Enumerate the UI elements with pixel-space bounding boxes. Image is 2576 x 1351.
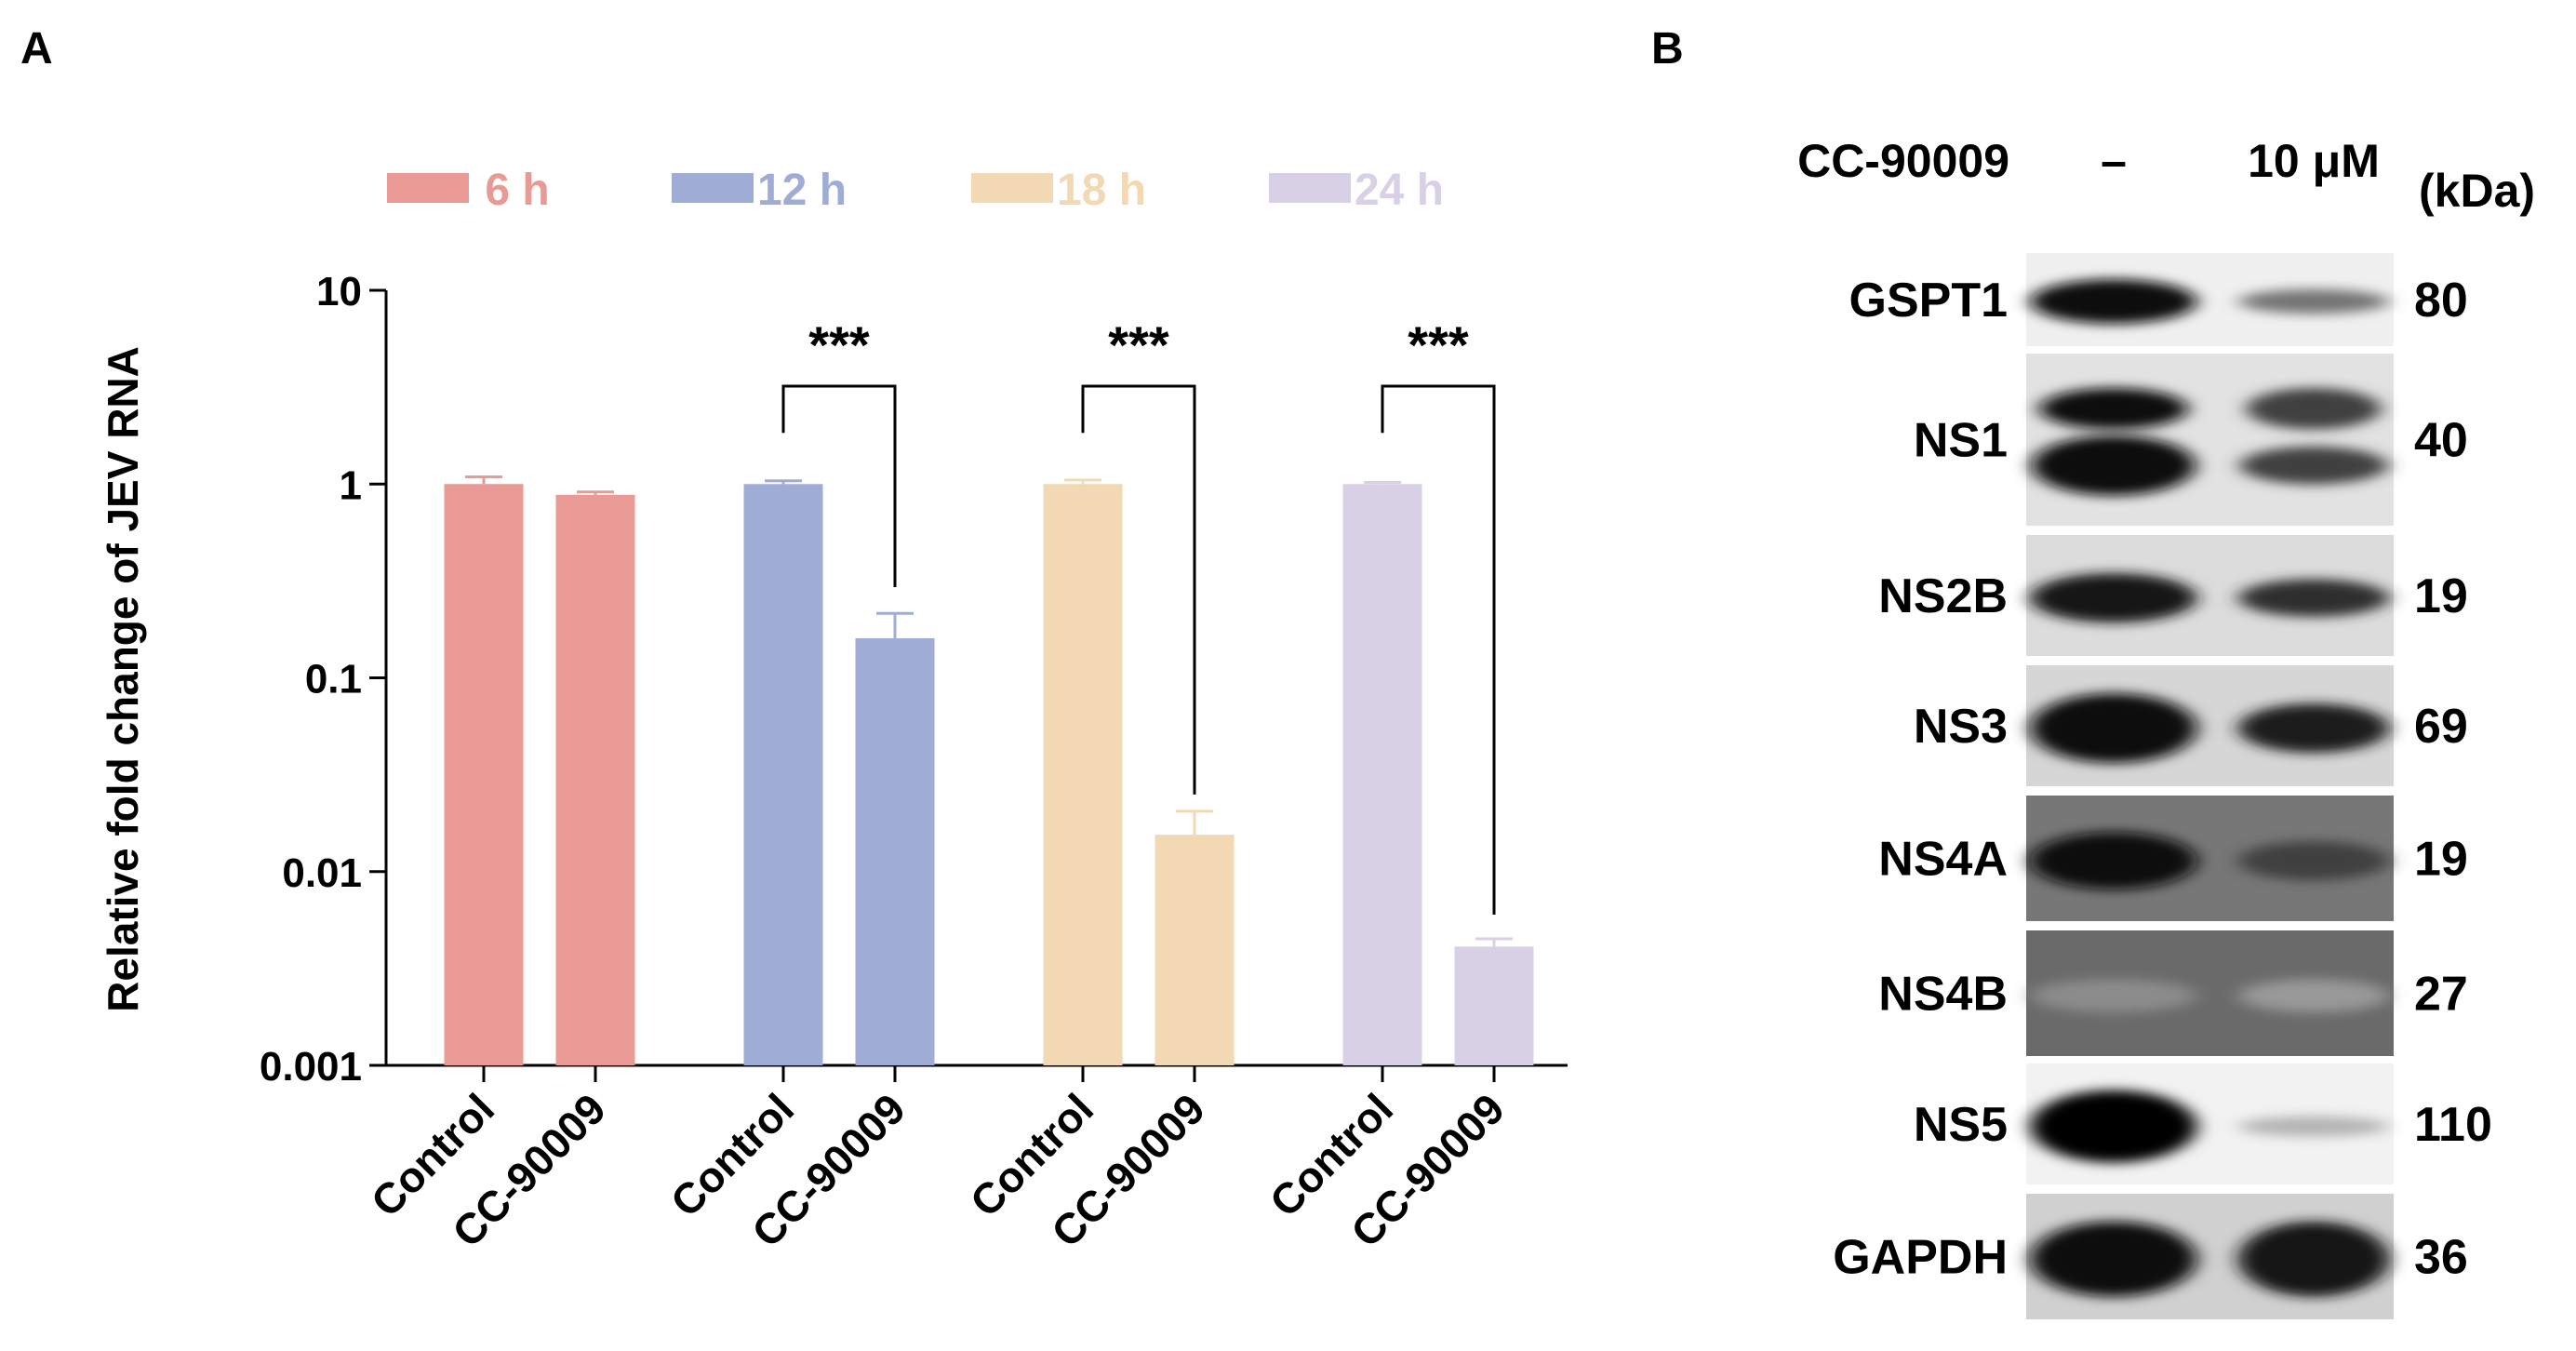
legend-swatch-4 — [1269, 173, 1351, 203]
legend-label-2: 12 h — [757, 166, 847, 215]
blot-protein-label: NS4A — [1878, 833, 2008, 887]
kda-header: (kDa) — [2419, 165, 2535, 217]
y-tick-label: 10 — [316, 269, 362, 314]
bar-12h-cc90009 — [855, 637, 935, 1065]
blot-protein-label: GAPDH — [1833, 1231, 2008, 1285]
blot-band — [2237, 703, 2390, 754]
blot-band — [2030, 979, 2197, 1013]
y-tick-label: 0.01 — [282, 850, 362, 896]
blot-band — [2237, 1116, 2390, 1137]
blot-band — [2237, 579, 2390, 617]
legend-swatch-1 — [387, 173, 469, 203]
error-bars — [465, 475, 1513, 947]
blot-kda-label: 19 — [2414, 833, 2468, 887]
blot-band — [2030, 693, 2197, 764]
blot-band — [2030, 832, 2197, 890]
blot-protein-label: NS1 — [1914, 414, 2008, 468]
blot-row-ns3: NS3 69 — [1914, 665, 2468, 786]
bar-12h-control — [743, 484, 823, 1065]
blot-protein-label: GSPT1 — [1849, 274, 2009, 328]
blot-band — [2030, 573, 2197, 623]
lane-label-control: – — [2101, 135, 2127, 187]
blot-kda-label: 40 — [2414, 414, 2468, 468]
blot-band — [2237, 1221, 2390, 1297]
blot-band — [2030, 1221, 2197, 1297]
bar-6h-control — [444, 484, 524, 1065]
bar-24h-cc90009 — [1454, 946, 1534, 1065]
western-blot: CC-90009 – 10 μM (kDa) GSPT1 80 NS1 40 NS2B 1… — [1797, 135, 2535, 1319]
y-axis: 0.001 0.01 0.1 1 10 — [260, 269, 388, 1090]
blot-band — [2032, 435, 2196, 496]
legend-swatch-2 — [672, 173, 754, 203]
blot-row-ns4a: NS4A 19 — [1878, 796, 2468, 921]
blot-row-gapdh: GAPDH 36 — [1833, 1194, 2468, 1319]
blot-row-ns2b: NS2B 19 — [1878, 535, 2468, 656]
blot-protein-label: NS5 — [1914, 1098, 2008, 1152]
lane-label-treated: 10 μM — [2248, 135, 2380, 187]
blot-band — [2030, 279, 2197, 324]
bars — [444, 484, 1534, 1065]
significance-stars: *** — [808, 315, 870, 374]
significance-stars: *** — [1408, 315, 1469, 374]
chart-legend: 6 h 12 h 18 h 24 h — [387, 166, 1444, 215]
significance-bracket — [1081, 384, 1196, 795]
x-axis — [386, 1063, 1568, 1082]
blot-row-ns1: NS1 40 — [1914, 354, 2468, 526]
blot-protein-label: NS2B — [1878, 569, 2008, 623]
legend-swatch-3 — [971, 173, 1053, 203]
bar-18h-control — [1043, 484, 1123, 1065]
blot-row-ns5: NS5 110 — [1914, 1063, 2492, 1184]
blot-row-ns4b: NS4B 27 — [1878, 930, 2468, 1056]
bar-6h-cc90009 — [555, 494, 635, 1065]
significance-annotations: *** *** *** — [781, 315, 1496, 915]
significance-bracket — [781, 384, 897, 587]
bar-18h-cc90009 — [1155, 835, 1235, 1065]
y-axis-label: Relative fold change of JEV RNA — [99, 346, 147, 1012]
legend-label-1: 6 h — [485, 166, 549, 215]
blot-protein-label: NS3 — [1914, 700, 2008, 754]
blot-band — [2237, 979, 2390, 1013]
blot-kda-label: 27 — [2414, 968, 2468, 1022]
panel-a-label: A — [20, 24, 53, 74]
blot-kda-label: 80 — [2414, 274, 2468, 328]
blot-kda-label: 69 — [2414, 700, 2468, 754]
treatment-label: CC-90009 — [1797, 135, 2009, 187]
blot-kda-label: 110 — [2414, 1098, 2492, 1152]
blot-band — [2039, 388, 2188, 430]
blot-band — [2246, 388, 2382, 430]
y-tick-label: 1 — [340, 462, 362, 508]
blot-kda-label: 19 — [2414, 569, 2468, 623]
significance-stars: *** — [1108, 315, 1169, 374]
blot-protein-label: NS4B — [1878, 968, 2008, 1022]
panel-b-label: B — [1651, 24, 1684, 74]
legend-label-3: 18 h — [1057, 166, 1146, 215]
blot-band — [2237, 841, 2390, 881]
bar-24h-control — [1342, 484, 1422, 1065]
blot-band — [2239, 446, 2388, 485]
significance-bracket — [1381, 384, 1496, 915]
blot-band — [2237, 288, 2390, 314]
bar-chart: 6 h 12 h 18 h 24 h Relative fold change of … — [99, 166, 1568, 1256]
blot-rows: GSPT1 80 NS1 40 NS2B 19 NS3 69 NS4A 19 NS4B 27 NS5 11… — [1833, 253, 2492, 1319]
y-tick-label: 0.1 — [305, 657, 362, 702]
blot-kda-label: 36 — [2414, 1231, 2468, 1285]
blot-band — [2030, 1090, 2197, 1163]
blot-row-gspt1: GSPT1 80 — [1849, 253, 2468, 346]
y-tick-label: 0.001 — [260, 1044, 362, 1090]
legend-label-4: 24 h — [1355, 166, 1444, 215]
